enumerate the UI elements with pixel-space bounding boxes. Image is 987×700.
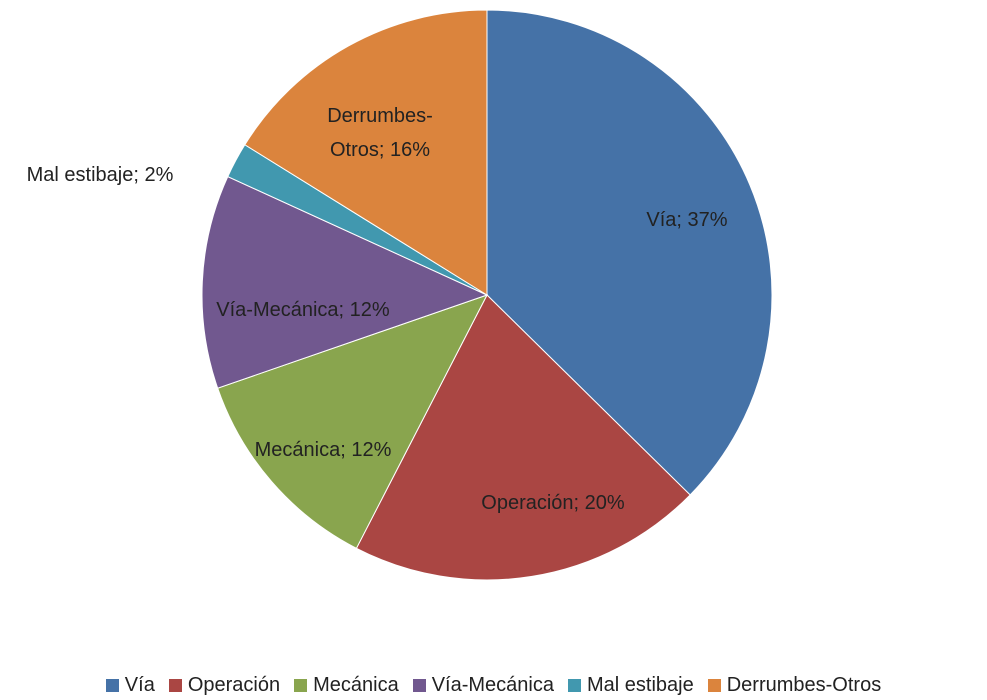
legend-label: Vía	[124, 674, 155, 696]
legend-swatch	[168, 679, 182, 692]
data-label: Mecánica; 12%	[254, 439, 392, 461]
pie-slice	[244, 9, 488, 296]
legend-label: Operación	[187, 674, 281, 696]
legend-item: Operación	[168, 674, 281, 697]
pie-slice	[486, 9, 773, 496]
data-label: Vía; 37%	[646, 209, 728, 231]
legend-label: Vía-Mecánica	[431, 674, 554, 696]
legend-swatch	[707, 679, 721, 692]
legend-label: Mal estibaje	[587, 674, 694, 696]
legend-item: Mal estibaje	[568, 674, 694, 697]
legend-swatch	[412, 679, 426, 692]
data-label: Mal estibaje; 2%	[26, 164, 174, 186]
data-label: Derrumbes-Otros; 16%	[327, 105, 433, 161]
legend-item: Vía	[105, 674, 155, 697]
legend-swatch	[105, 679, 119, 692]
legend-label: Derrumbes-Otros	[726, 674, 882, 696]
data-label: Vía-Mecánica; 12%	[216, 299, 390, 321]
legend-item: Derrumbes-Otros	[707, 674, 882, 697]
legend-swatch	[568, 679, 581, 692]
legend-item: Vía-Mecánica	[412, 674, 554, 697]
legend: Vía Operación Mecánica Vía-Mecánica Mal esti…	[0, 674, 987, 697]
legend-item: Mecánica	[294, 674, 399, 697]
data-label: Operación; 20%	[481, 492, 625, 514]
pie-slice	[217, 294, 489, 549]
pie-slice	[201, 175, 489, 389]
legend-swatch	[294, 679, 308, 692]
legend-label: Mecánica	[313, 674, 399, 696]
pie-slice	[355, 294, 691, 581]
